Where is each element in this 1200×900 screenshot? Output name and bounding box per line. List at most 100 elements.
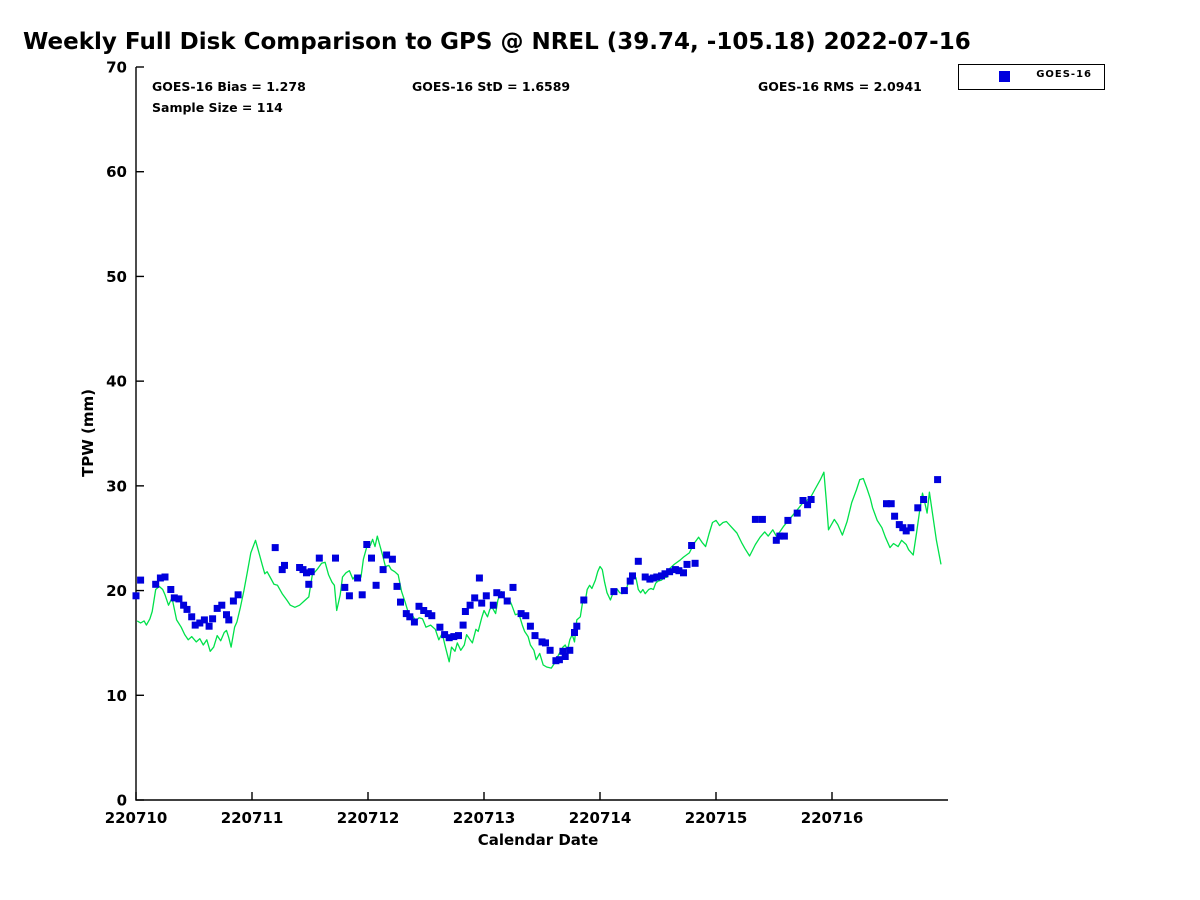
goes16-marker xyxy=(191,621,199,629)
y-tick-label: 50 xyxy=(106,268,127,286)
goes16-marker xyxy=(509,583,517,591)
y-tick-label: 0 xyxy=(117,792,127,810)
goes16-marker xyxy=(445,634,453,642)
goes16-marker xyxy=(478,599,486,607)
y-tick-label: 60 xyxy=(106,163,127,181)
goes16-marker xyxy=(461,608,469,615)
goes16-marker xyxy=(497,591,505,599)
goes16-marker xyxy=(493,589,501,597)
goes16-marker xyxy=(388,555,396,563)
goes16-marker xyxy=(610,588,618,596)
y-tick-label: 70 xyxy=(106,59,127,77)
goes16-marker xyxy=(680,569,687,577)
goes16-marker xyxy=(196,619,204,627)
goes16-marker xyxy=(466,601,474,609)
x-axis-label: Calendar Date xyxy=(477,831,599,849)
goes16-marker xyxy=(345,592,353,600)
goes16-marker xyxy=(629,572,636,580)
goes16-marker xyxy=(559,647,567,655)
y-tick-label: 20 xyxy=(106,582,127,600)
goes16-marker xyxy=(503,597,511,605)
rms-annotation: GOES-16 RMS = 2.0941 xyxy=(758,79,922,94)
x-tick-label: 220714 xyxy=(569,809,632,827)
goes16-marker xyxy=(522,612,530,620)
y-axis-label: TPW (mm) xyxy=(79,389,97,477)
goes16-marker xyxy=(368,554,375,562)
x-tick-label: 220711 xyxy=(221,809,284,827)
goes16-marker xyxy=(307,568,315,576)
goes16-marker xyxy=(758,515,766,523)
goes16-marker xyxy=(641,573,649,581)
legend-label-goes16: GOES-16 xyxy=(1036,69,1092,80)
sample-size-annotation: Sample Size = 114 xyxy=(152,100,283,115)
goes16-marker xyxy=(883,500,890,508)
goes16-marker xyxy=(459,621,467,629)
legend: GOES-16 xyxy=(958,64,1105,90)
goes16-marker xyxy=(200,616,208,624)
goes16-marker xyxy=(278,566,286,574)
goes16-marker xyxy=(902,527,910,535)
goes16-marker xyxy=(799,497,807,504)
goes16-marker xyxy=(420,607,428,614)
goes16-marker xyxy=(653,573,661,581)
goes16-marker xyxy=(780,532,788,540)
goes16-marker xyxy=(436,623,444,631)
goes16-marker xyxy=(891,512,899,520)
goes16-marker xyxy=(751,515,759,523)
goes16-marker xyxy=(566,646,574,654)
goes16-marker xyxy=(188,613,196,621)
goes16-marker xyxy=(170,594,178,602)
goes16-marker xyxy=(580,596,588,604)
goes16-marker xyxy=(807,496,815,503)
goes16-marker xyxy=(205,622,213,630)
y-tick-label: 30 xyxy=(106,477,127,495)
goes16-marker xyxy=(450,633,458,641)
goes16-marker xyxy=(175,595,183,603)
goes16-marker xyxy=(561,653,569,660)
goes16-marker xyxy=(489,601,497,609)
y-tick-label: 40 xyxy=(106,373,127,391)
goes16-marker xyxy=(666,568,674,576)
goes16-marker xyxy=(137,576,145,584)
goes16-marker xyxy=(223,611,230,619)
goes16-marker xyxy=(428,612,436,620)
axis-spine xyxy=(135,67,948,801)
goes16-marker xyxy=(393,582,401,590)
goes16-marker xyxy=(441,631,449,639)
x-tick-label: 220715 xyxy=(685,809,748,827)
goes16-marker xyxy=(675,567,683,575)
goes16-marker xyxy=(281,561,288,569)
goes16-marker xyxy=(688,542,696,549)
goes16-marker xyxy=(546,646,554,654)
goes16-marker xyxy=(354,574,362,582)
x-tick-label: 220710 xyxy=(105,809,168,827)
goes16-marker xyxy=(358,591,366,599)
goes16-marker xyxy=(517,610,525,618)
goes16-marker xyxy=(213,604,221,612)
goes16-marker xyxy=(683,560,691,568)
goes16-marker xyxy=(406,613,414,621)
gps-line xyxy=(136,471,942,669)
goes16-marker xyxy=(691,559,699,567)
x-tick-label: 220713 xyxy=(453,809,516,827)
goes16-marker xyxy=(271,544,279,552)
y-tick-label: 10 xyxy=(106,687,127,705)
goes16-marker xyxy=(372,581,380,589)
goes16-marker xyxy=(183,605,191,613)
goes16-marker xyxy=(156,574,164,582)
goes16-marker xyxy=(209,615,217,623)
goes16-marker xyxy=(914,504,922,512)
goes16-marker xyxy=(415,602,423,610)
goes16-marker xyxy=(620,587,628,595)
goes16-marker xyxy=(303,569,310,577)
goes16-marker xyxy=(132,592,140,600)
goes16-marker xyxy=(167,586,175,593)
goes16-marker xyxy=(571,629,578,636)
goes16-marker xyxy=(218,601,226,609)
goes16-marker xyxy=(397,598,404,606)
goes16-marker xyxy=(531,632,539,640)
goes16-marker xyxy=(526,622,534,630)
goes16-marker xyxy=(234,591,242,599)
